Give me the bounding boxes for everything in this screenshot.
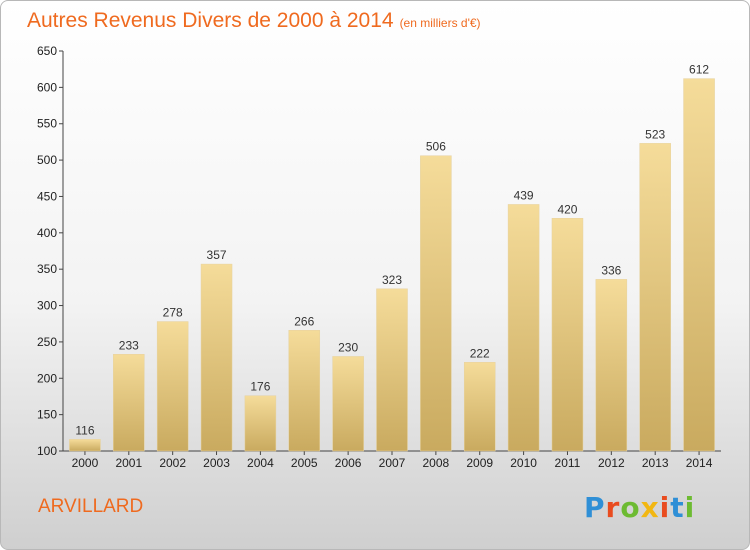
x-tick-label-2013: 2013 xyxy=(642,456,669,470)
bar-2009 xyxy=(463,362,496,452)
logo-letter: o xyxy=(620,491,641,524)
x-tick-label-2006: 2006 xyxy=(335,456,362,470)
bar-2005 xyxy=(288,330,321,452)
x-tick-label-2003: 2003 xyxy=(203,456,230,470)
bar-2004 xyxy=(244,395,277,452)
x-tick-label-2004: 2004 xyxy=(247,456,274,470)
bar-2006 xyxy=(332,356,364,452)
bar-2011 xyxy=(551,218,584,452)
bar-2001 xyxy=(113,354,145,452)
bar-2010 xyxy=(507,204,540,452)
proxiti-logo: Proxiti xyxy=(584,491,695,524)
x-tick-label-2002: 2002 xyxy=(159,456,186,470)
x-tick-label-2000: 2000 xyxy=(72,456,99,470)
value-label-2000: 116 xyxy=(75,423,94,437)
value-label-2009: 222 xyxy=(470,346,490,360)
commune-name: ARVILLARD xyxy=(38,496,144,517)
x-tick-label-2010: 2010 xyxy=(510,456,537,470)
value-label-2003: 357 xyxy=(207,248,227,262)
value-label-2007: 323 xyxy=(382,273,402,287)
value-label-2010: 439 xyxy=(514,188,534,202)
value-label-2012: 336 xyxy=(601,263,621,277)
value-label-2005: 266 xyxy=(294,314,314,328)
y-tick-label: 650 xyxy=(37,44,57,58)
bar-2000 xyxy=(69,439,101,452)
bars xyxy=(69,78,715,452)
bar-2003 xyxy=(200,263,233,452)
y-tick-label: 450 xyxy=(37,189,57,203)
bar-2014 xyxy=(683,78,715,452)
x-tick-label-2005: 2005 xyxy=(291,456,318,470)
value-label-2013: 523 xyxy=(645,127,665,141)
y-tick-label: 600 xyxy=(37,80,57,94)
y-tick-label: 100 xyxy=(37,444,57,458)
chart-title: Autres Revenus Divers de 2000 à 2014 (en … xyxy=(27,9,481,33)
y-tick-label: 500 xyxy=(37,153,57,167)
x-tick-label-2009: 2009 xyxy=(466,456,493,470)
y-tick-label: 200 xyxy=(37,371,57,385)
chart-title-text: Autres Revenus Divers de 2000 à 2014 xyxy=(27,9,394,32)
value-label-2014: 612 xyxy=(689,63,709,77)
y-tick-label: 300 xyxy=(37,299,57,313)
bar-2007 xyxy=(376,288,408,452)
logo-letter: t xyxy=(670,491,685,524)
logo-letter: P xyxy=(584,491,606,524)
value-label-2006: 230 xyxy=(338,340,358,354)
value-label-2002: 278 xyxy=(163,306,183,320)
value-labels: 116 233 278 357 176 266 230 323 506 222 439 420 336 5… xyxy=(75,63,709,438)
y-tick-label: 400 xyxy=(37,226,57,240)
value-label-2004: 176 xyxy=(250,380,270,394)
x-tick-label-2011: 2011 xyxy=(555,456,581,470)
y-tick-label: 350 xyxy=(37,262,57,276)
bar-2002 xyxy=(156,321,189,452)
y-tick-label: 250 xyxy=(37,335,57,349)
bar-2012 xyxy=(595,279,628,452)
logo-letter: x xyxy=(640,491,660,524)
y-tick-label: 550 xyxy=(37,117,57,131)
chart-title-unit: (en milliers d'€) xyxy=(399,16,481,30)
bar-2013 xyxy=(639,143,671,452)
x-tick-label-2001: 2001 xyxy=(115,456,142,470)
x-tick-label-2014: 2014 xyxy=(686,456,713,470)
x-tick-label-2012: 2012 xyxy=(598,456,625,470)
value-label-2011: 420 xyxy=(557,202,577,216)
value-label-2008: 506 xyxy=(426,140,446,154)
x-tick-label-2007: 2007 xyxy=(379,456,406,470)
logo-letter: i xyxy=(659,491,671,524)
logo-letter: r xyxy=(605,491,621,524)
logo-letter: i xyxy=(684,491,696,524)
bar-2008 xyxy=(420,155,452,452)
value-label-2001: 233 xyxy=(119,338,139,352)
y-tick-label: 150 xyxy=(37,408,57,422)
x-tick-label-2008: 2008 xyxy=(423,456,450,470)
